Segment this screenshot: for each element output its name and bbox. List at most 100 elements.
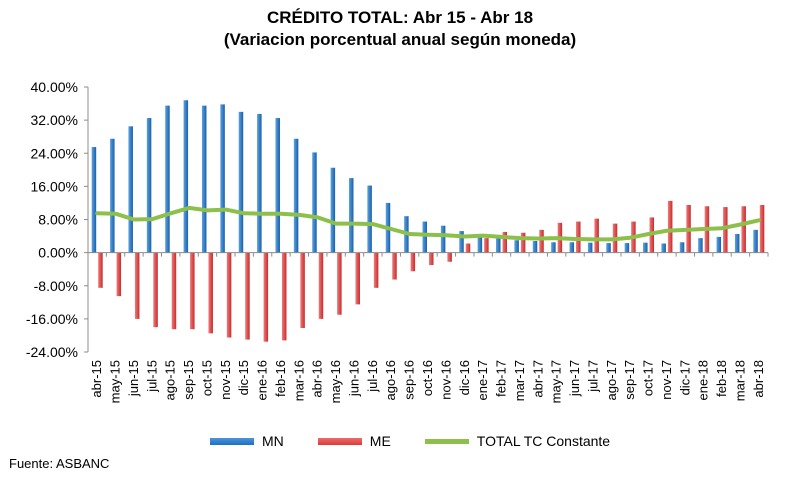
chart-legend: MN ME TOTAL TC Constante: [210, 433, 644, 449]
bar-me: [171, 252, 177, 330]
bar-mn: [257, 113, 262, 253]
bar-me: [741, 206, 746, 253]
bar-me: [116, 252, 122, 297]
bar-mn: [330, 167, 336, 253]
bar-mn: [367, 185, 372, 253]
bar-me: [190, 252, 195, 330]
bar-mn: [514, 240, 519, 253]
legend-swatch-me: [317, 437, 362, 445]
bar-mn: [624, 243, 630, 253]
legend-label-mn: MN: [262, 433, 284, 449]
bar-me: [520, 232, 526, 253]
bar-me: [98, 252, 103, 288]
bar-mn: [716, 236, 722, 253]
bar-mn: [128, 126, 133, 253]
bar-mn: [201, 105, 207, 253]
bar-mn: [293, 138, 299, 253]
x-tick-label: abr-17: [530, 360, 545, 398]
x-tick-label: dic-15: [236, 360, 251, 395]
x-tick-label: oct-17: [641, 360, 656, 396]
x-tick-label: dic-16: [457, 360, 472, 395]
x-tick-label: ene-16: [255, 360, 270, 400]
bar-mn: [606, 243, 611, 253]
bar-me: [263, 252, 269, 342]
x-tick-label: may-17: [549, 360, 564, 403]
x-tick-label: sep-17: [622, 360, 637, 400]
bar-mn: [459, 231, 464, 253]
bar-mn: [183, 100, 189, 253]
bar-mn: [477, 235, 483, 253]
bar-mn: [220, 104, 225, 253]
bar-me: [134, 252, 140, 319]
bar-me: [429, 252, 434, 266]
bar-me: [373, 252, 379, 288]
legend-item-total: TOTAL TC Constante: [424, 433, 610, 449]
legend-swatch-mn: [210, 437, 254, 445]
bar-mn: [348, 178, 354, 253]
bar-me: [759, 205, 765, 253]
bar-mn: [440, 225, 446, 253]
x-tick-label: oct-16: [420, 360, 435, 396]
legend-item-me: ME: [317, 433, 391, 449]
legend-item-mn: MN: [210, 433, 284, 449]
y-tick-label: 16.00%: [31, 178, 78, 194]
x-tick-label: ago-15: [163, 360, 178, 400]
bar-mn: [551, 242, 556, 253]
bar-me: [300, 252, 305, 328]
bar-me: [667, 200, 673, 253]
bar-mn: [496, 236, 501, 253]
x-tick-label: nov-15: [218, 360, 233, 400]
bar-mn: [569, 242, 575, 253]
x-tick-label: jul-15: [144, 360, 159, 393]
x-tick-label: jul-17: [585, 360, 600, 393]
y-tick-label: 40.00%: [31, 79, 78, 95]
legend-swatch-total: [424, 438, 469, 444]
x-tick-label: jun-17: [567, 360, 582, 397]
bar-mn: [312, 152, 317, 253]
bar-me: [539, 229, 544, 253]
y-tick-label: -8.00%: [34, 278, 78, 294]
x-tick-label: abr-18: [751, 360, 766, 398]
bar-me: [226, 252, 232, 338]
bar-mn: [679, 242, 685, 253]
x-tick-label: ago-17: [604, 360, 619, 400]
bar-mn: [734, 233, 740, 253]
bar-mn: [238, 111, 244, 253]
bar-me: [355, 252, 360, 305]
bar-mn: [422, 221, 427, 253]
x-tick-label: mar-17: [512, 360, 527, 401]
y-tick-label: 8.00%: [38, 212, 78, 228]
bar-mn: [146, 118, 152, 253]
y-tick-label: 0.00%: [38, 245, 78, 261]
bar-mn: [165, 105, 170, 253]
x-tick-label: sep-16: [402, 360, 417, 400]
x-tick-label: mar-18: [732, 360, 747, 401]
x-tick-label: sep-15: [181, 360, 196, 400]
y-tick-label: -16.00%: [26, 311, 78, 327]
bar-mn: [643, 242, 648, 253]
bar-me: [465, 243, 471, 253]
bar-mn: [753, 229, 758, 253]
x-tick-label: abr-16: [310, 360, 325, 398]
bar-me: [392, 252, 397, 280]
x-tick-label: nov-17: [659, 360, 674, 400]
x-tick-label: feb-18: [714, 360, 729, 397]
bar-me: [447, 252, 452, 262]
x-tick-label: oct-15: [199, 360, 214, 396]
x-tick-label: jun-15: [126, 360, 141, 397]
bar-me: [723, 207, 728, 253]
x-tick-label: may-15: [108, 360, 123, 403]
x-tick-label: ago-16: [383, 360, 398, 400]
x-tick-label: mar-16: [291, 360, 306, 401]
bar-mn: [275, 118, 280, 253]
y-tick-label: 24.00%: [31, 145, 78, 161]
legend-label-me: ME: [369, 433, 391, 449]
bar-me: [410, 252, 416, 272]
bar-me: [281, 252, 287, 341]
bar-mn: [587, 242, 593, 253]
x-tick-label: dic-17: [677, 360, 692, 395]
bar-me: [502, 231, 508, 253]
x-tick-label: jun-16: [346, 360, 361, 397]
y-tick-label: 32.00%: [31, 112, 78, 128]
bar-me: [153, 252, 158, 328]
